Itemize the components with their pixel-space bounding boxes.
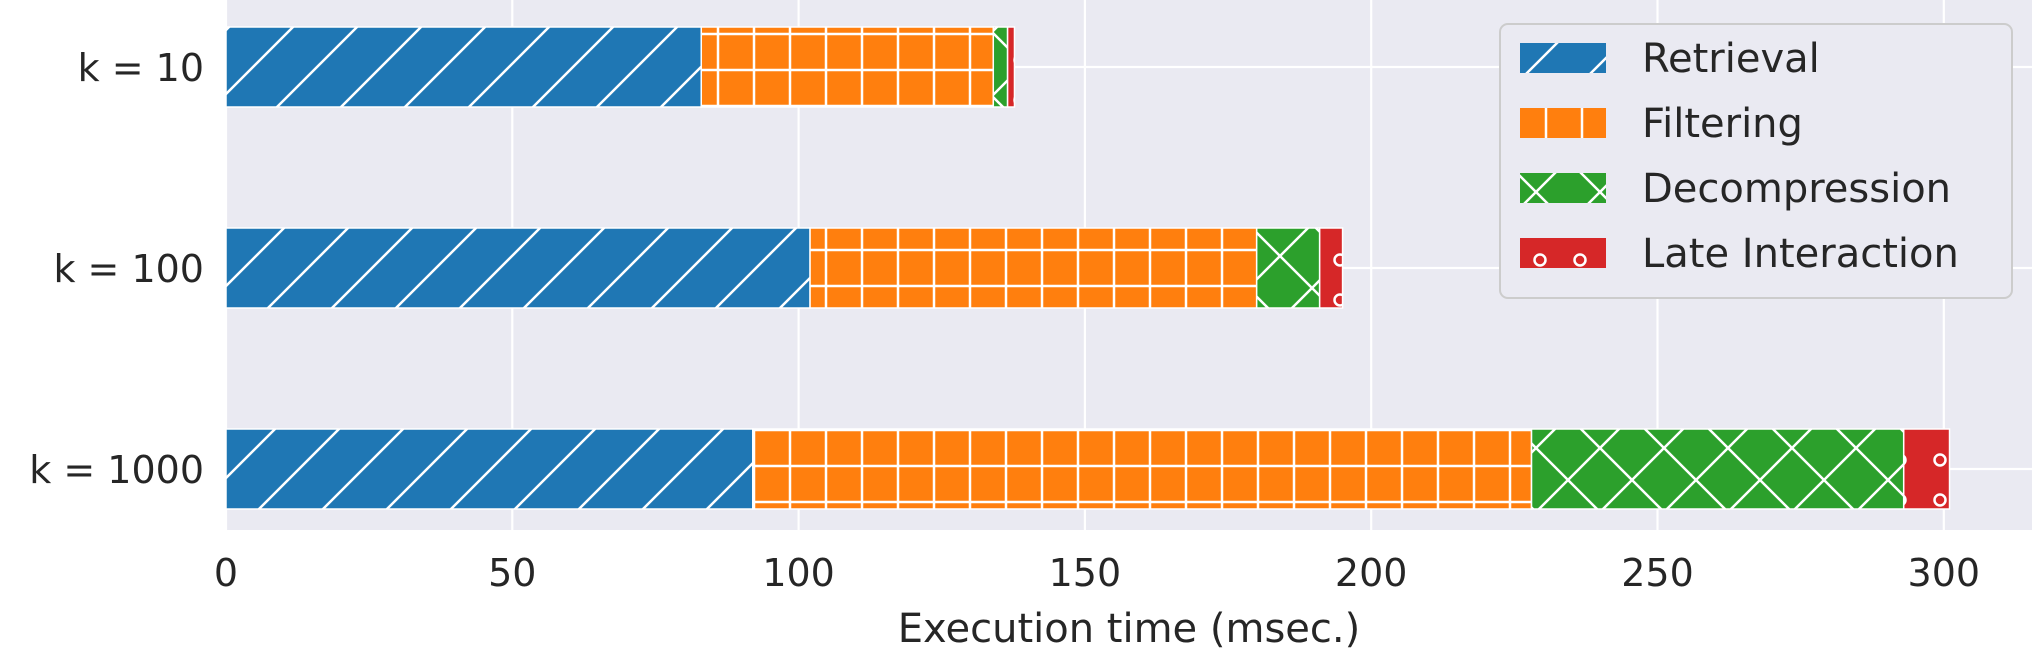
bar-late-interaction-k-100 — [1318, 227, 1344, 309]
y-tick-label: k = 100 — [53, 247, 204, 291]
bar-hatch — [700, 26, 995, 108]
bar-late-interaction-k-1000 — [1902, 428, 1951, 510]
bar-hatch — [809, 227, 1258, 309]
legend-item-decompression: Decompression — [1520, 166, 1951, 212]
x-tick-label: 200 — [1335, 551, 1408, 595]
bar-retrieval-k-1000 — [225, 428, 754, 510]
bar-retrieval-k-10 — [225, 26, 703, 108]
legend-swatch-hatch — [1520, 43, 1606, 73]
x-axis-label: Execution time (msec.) — [898, 606, 1360, 648]
legend-item-filtering: Filtering — [1520, 101, 1803, 147]
bar-hatch — [1318, 227, 1344, 309]
bar-hatch — [225, 227, 811, 309]
bar-decompression-k-100 — [1255, 227, 1321, 309]
legend-label: Retrieval — [1642, 36, 1820, 82]
bar-filtering-k-100 — [809, 227, 1258, 309]
x-tick-labels: 0 50 100 150 200 250 300 — [214, 551, 1980, 595]
x-tick-label: 150 — [1049, 551, 1122, 595]
bar-decompression-k-10 — [992, 26, 1009, 108]
legend-label: Decompression — [1642, 166, 1951, 212]
x-tick-label: 300 — [1908, 551, 1981, 595]
y-tick-labels: k = 10 k = 100 k = 1000 — [29, 46, 204, 492]
legend-swatch-hatch — [1520, 173, 1606, 203]
bars — [225, 26, 1951, 510]
legend-swatch-hatch — [1520, 108, 1606, 138]
bar-hatch — [1902, 428, 1951, 510]
x-tick-label: 50 — [488, 551, 536, 595]
bar-hatch — [1530, 428, 1905, 510]
y-tick-label: k = 1000 — [29, 448, 204, 492]
bar-decompression-k-1000 — [1530, 428, 1905, 510]
bar-hatch — [225, 428, 754, 510]
x-tick-label: 250 — [1621, 551, 1694, 595]
legend-box — [1499, 23, 2013, 299]
bar-filtering-k-10 — [700, 26, 995, 108]
bar-hatch — [225, 26, 703, 108]
bar-hatch — [992, 26, 1009, 108]
legend-item-late-interaction: Late Interaction — [1520, 231, 1959, 277]
bar-retrieval-k-100 — [225, 227, 811, 309]
bar-filtering-k-1000 — [752, 428, 1533, 510]
bar-hatch — [752, 428, 1533, 510]
x-tick-label: 0 — [214, 551, 238, 595]
bar-hatch — [1006, 26, 1016, 108]
legend-swatch-hatch — [1520, 238, 1606, 268]
legend-item-retrieval: Retrieval — [1520, 36, 1820, 82]
y-tick-label: k = 10 — [78, 46, 204, 90]
bar-late-interaction-k-10 — [1006, 26, 1016, 108]
legend: Retrieval Filtering Decompression Late Inte… — [1499, 23, 2013, 299]
x-tick-label: 100 — [762, 551, 835, 595]
bar-hatch — [1255, 227, 1321, 309]
legend-label: Filtering — [1642, 101, 1803, 147]
legend-label: Late Interaction — [1642, 231, 1959, 277]
